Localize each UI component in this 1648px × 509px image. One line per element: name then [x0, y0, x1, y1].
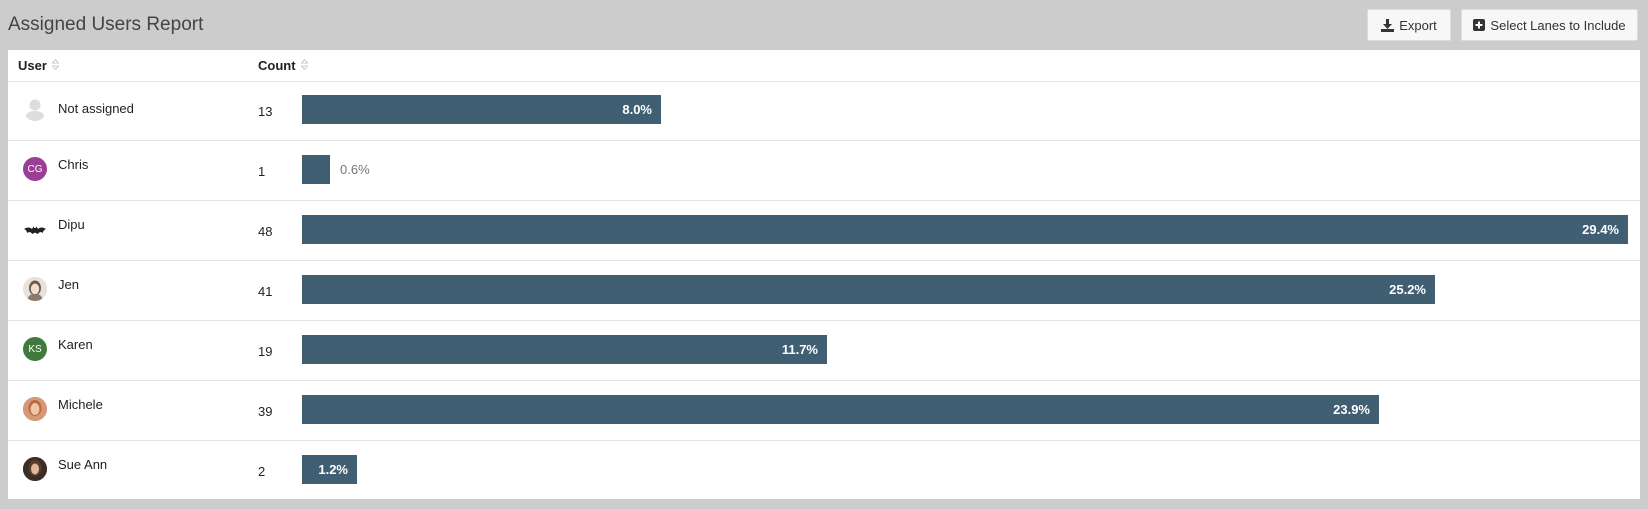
percent-label: 25.2% — [1389, 282, 1426, 297]
avatar: CG — [23, 157, 47, 181]
user-count: 1 — [258, 164, 266, 179]
percent-label: 11.7% — [781, 342, 818, 357]
report-table: User Count Not assigned 13 8.0% CG — [8, 50, 1640, 499]
user-name: Karen — [58, 337, 93, 352]
table-row: Sue Ann 2 1.2% — [8, 441, 1640, 501]
sort-icon — [300, 58, 308, 73]
table-row: KS Karen 19 11.7% — [8, 321, 1640, 381]
export-button[interactable]: Export — [1367, 9, 1451, 41]
percent-label: 8.0% — [622, 102, 652, 117]
table-row: Michele 39 23.9% — [8, 381, 1640, 441]
user-count: 19 — [258, 344, 273, 359]
percent-bar: 11.7% — [302, 335, 827, 364]
avatar — [23, 277, 47, 301]
page-title: Assigned Users Report — [8, 14, 204, 35]
report-header: Assigned Users Report Export Select Lane… — [0, 0, 1648, 50]
user-name: Jen — [58, 277, 79, 292]
percent-label: 29.4% — [1582, 222, 1619, 237]
user-name: Not assigned — [58, 101, 134, 116]
percent-bar: 23.9% — [302, 395, 1379, 424]
percent-bar: 1.2% — [302, 455, 357, 484]
user-name: Michele — [58, 397, 103, 412]
percent-bar — [302, 155, 330, 184]
user-name: Dipu — [58, 217, 85, 232]
table-header: User Count — [8, 50, 1640, 82]
percent-bar: 29.4% — [302, 215, 1628, 244]
select-lanes-label: Select Lanes to Include — [1490, 17, 1626, 33]
user-count: 39 — [258, 404, 273, 419]
sort-icon — [51, 58, 59, 73]
table-row: Dipu 48 29.4% — [8, 201, 1640, 261]
user-name: Chris — [58, 157, 89, 172]
table-row: Jen 41 25.2% — [8, 261, 1640, 321]
percent-label: 23.9% — [1333, 402, 1370, 417]
avatar — [23, 457, 47, 481]
percent-label: 0.6% — [340, 162, 370, 177]
percent-label: 1.2% — [318, 462, 348, 477]
user-count: 13 — [258, 104, 273, 119]
download-icon — [1381, 18, 1395, 32]
user-count: 41 — [258, 284, 273, 299]
user-count: 2 — [258, 464, 266, 479]
user-name: Sue Ann — [58, 457, 108, 472]
table-row: CG Chris 1 0.6% — [8, 141, 1640, 201]
column-header-user[interactable]: User — [18, 58, 59, 73]
plus-square-icon — [1473, 19, 1486, 31]
export-label: Export — [1399, 17, 1437, 33]
column-header-count[interactable]: Count — [258, 58, 308, 73]
percent-bar: 8.0% — [302, 95, 661, 124]
bat-logo-icon — [23, 217, 47, 241]
avatar — [23, 397, 47, 421]
default-person-icon — [23, 97, 47, 121]
select-lanes-button[interactable]: Select Lanes to Include — [1461, 9, 1638, 41]
table-row: Not assigned 13 8.0% — [8, 81, 1640, 141]
avatar: KS — [23, 337, 47, 361]
user-count: 48 — [258, 224, 273, 239]
percent-bar: 25.2% — [302, 275, 1435, 304]
